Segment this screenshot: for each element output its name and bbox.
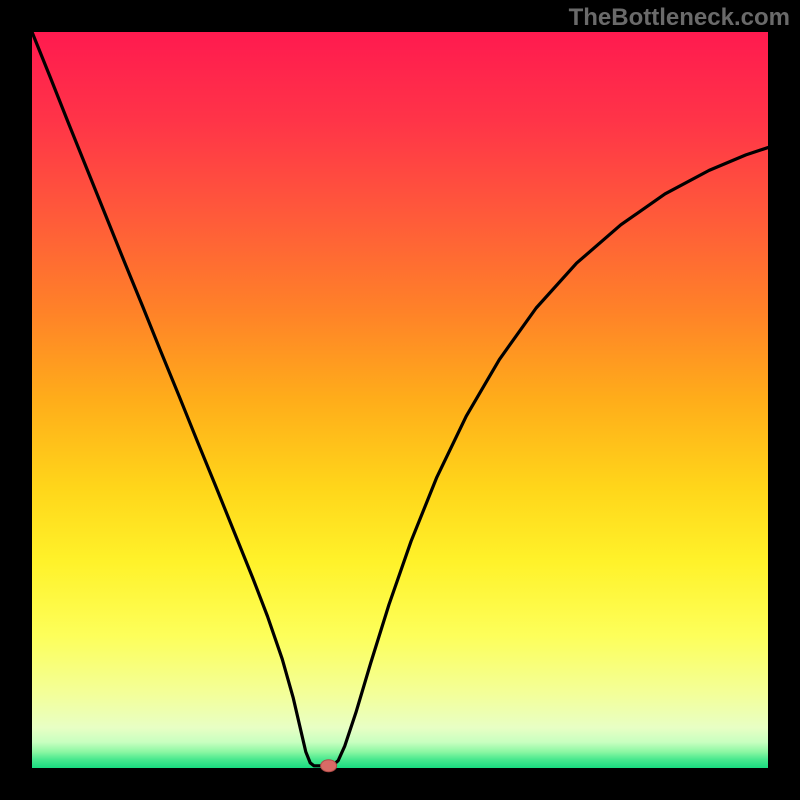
chart-gradient-bg (32, 32, 768, 768)
optimal-point-marker (321, 760, 337, 772)
watermark-text: TheBottleneck.com (569, 4, 790, 32)
bottleneck-chart (0, 0, 800, 800)
